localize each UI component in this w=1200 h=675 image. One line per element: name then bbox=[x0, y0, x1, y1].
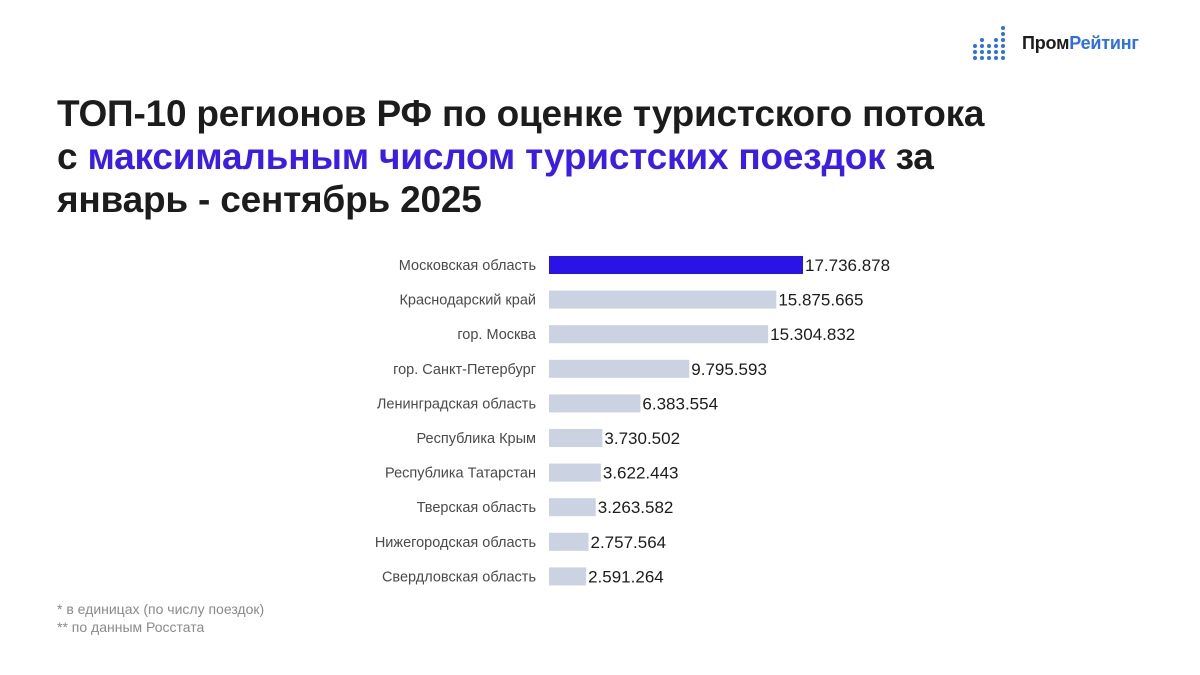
bar bbox=[549, 463, 601, 482]
value-label: 3.730.502 bbox=[604, 429, 680, 448]
title-line-2-post: за bbox=[885, 136, 934, 177]
bar bbox=[549, 429, 603, 447]
category-label: Тверская область bbox=[417, 500, 536, 516]
bar bbox=[549, 567, 587, 586]
value-label: 3.263.582 bbox=[598, 498, 674, 517]
value-label: 2.591.264 bbox=[588, 567, 664, 586]
page-title: ТОП-10 регионов РФ по оценке туристского… bbox=[57, 92, 1157, 221]
bar bbox=[549, 256, 803, 274]
category-label: Свердловская область bbox=[382, 569, 536, 585]
value-label: 9.795.593 bbox=[691, 360, 767, 379]
logo-part-prom: Пром bbox=[1022, 32, 1070, 53]
category-label: гор. Санкт-Петербург bbox=[393, 362, 536, 378]
bar bbox=[549, 498, 596, 517]
title-line-2-pre: с bbox=[57, 136, 88, 177]
value-label: 3.622.443 bbox=[603, 464, 679, 483]
value-label: 2.757.564 bbox=[590, 533, 666, 552]
title-line-2: с максимальным числом туристских поездок… bbox=[57, 135, 1157, 178]
title-highlight: максимальным числом туристских поездок bbox=[87, 136, 886, 177]
title-line-1: ТОП-10 регионов РФ по оценке туристского… bbox=[57, 93, 985, 134]
value-label: 17.736.878 bbox=[805, 256, 890, 275]
logo-wordmark: ПромРейтинг bbox=[1022, 33, 1139, 54]
title-line-3: январь - сентябрь 2025 bbox=[57, 179, 482, 220]
footnote-source: ** по данным Росстата bbox=[57, 619, 205, 635]
promreyting-logo: ПромРейтинг bbox=[972, 26, 1139, 60]
footnotes: * в единицах (по числу поездок) ** по да… bbox=[57, 600, 264, 636]
category-label: Республика Крым bbox=[417, 431, 536, 447]
bar bbox=[549, 359, 690, 378]
category-label: Московская область bbox=[399, 258, 536, 274]
value-label: 6.383.554 bbox=[642, 394, 718, 413]
footnote-units: * в единицах (по числу поездок) bbox=[57, 601, 265, 617]
bar bbox=[549, 394, 641, 413]
bar bbox=[549, 290, 777, 309]
dot-bars-logo-icon bbox=[973, 26, 1005, 60]
bar bbox=[549, 532, 589, 551]
value-label: 15.304.832 bbox=[770, 325, 855, 344]
value-label: 15.875.665 bbox=[778, 291, 863, 310]
logo-part-reyting: Рейтинг bbox=[1069, 32, 1139, 53]
category-label: Нижегородская область bbox=[375, 535, 536, 551]
category-label: гор. Москва bbox=[457, 327, 537, 343]
bar bbox=[549, 325, 769, 344]
category-label: Республика Татарстан bbox=[385, 466, 536, 482]
category-label: Ленинградская область bbox=[377, 396, 536, 412]
category-label: Краснодарский край bbox=[399, 293, 536, 309]
